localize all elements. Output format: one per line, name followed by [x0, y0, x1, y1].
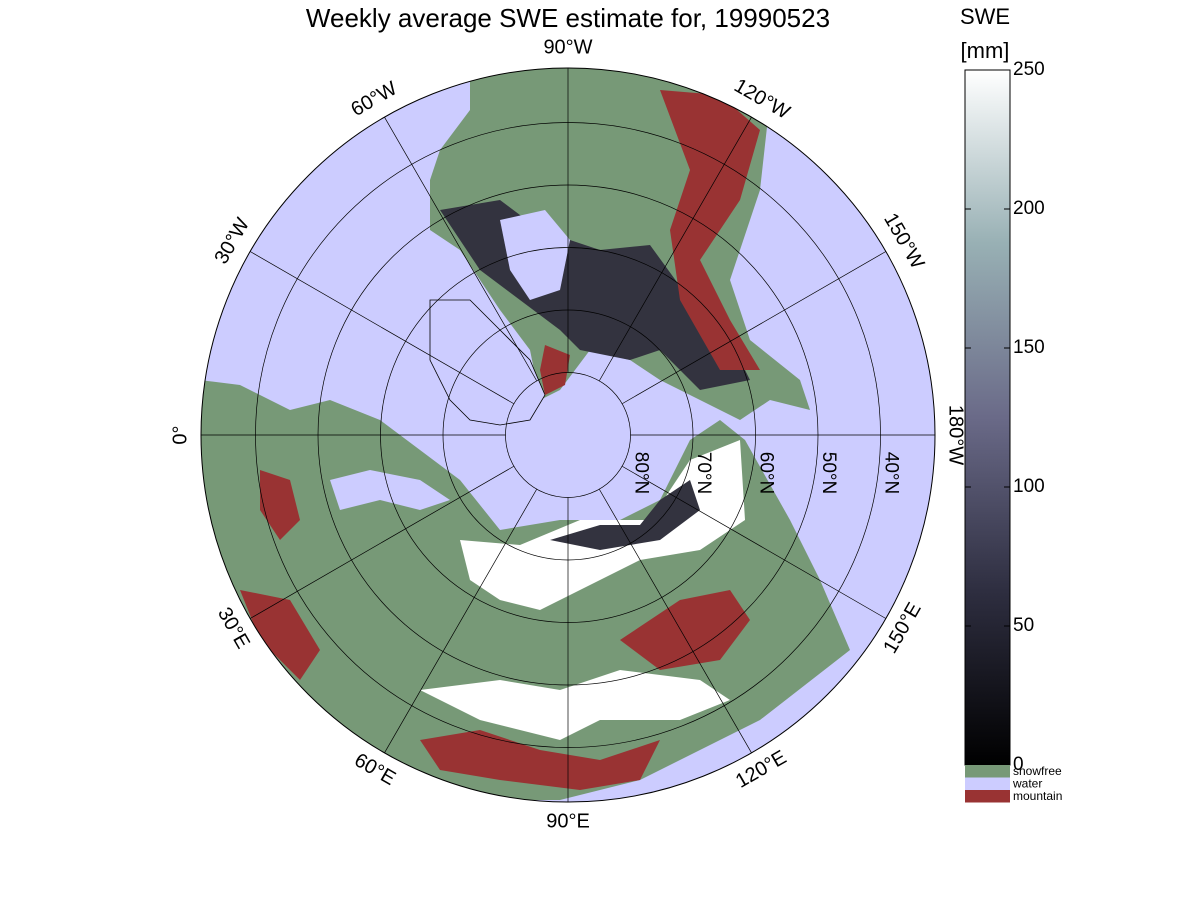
colorbar-tick-label: 200 — [1013, 198, 1045, 219]
meridian-line — [249, 465, 515, 619]
hudson-bay — [500, 210, 570, 300]
colorbar-unit: [mm] — [961, 38, 1010, 63]
east-asia-mountains — [620, 590, 750, 670]
latitude-label: 80°N — [630, 452, 651, 494]
legend-label: water — [1012, 777, 1042, 791]
polar-map — [200, 67, 936, 803]
latitude-label: 50°N — [818, 452, 839, 494]
rockies — [660, 90, 760, 370]
tibet-snow — [420, 670, 730, 740]
meridian-line — [598, 488, 752, 754]
meridian-label: 180°W — [945, 405, 967, 465]
colorbar-tick-label: 250 — [1013, 59, 1045, 80]
meridian-label: 90°E — [546, 810, 590, 832]
meridian-label: 90°W — [543, 36, 592, 58]
meridian-line — [621, 251, 887, 405]
legend-label: snowfree — [1013, 764, 1062, 778]
meridian-line — [621, 465, 887, 619]
meridian-line — [384, 488, 538, 754]
meridian-line — [598, 116, 752, 382]
colorbar-tick-label: 50 — [1013, 615, 1034, 636]
greenland — [429, 299, 546, 426]
legend-swatch — [965, 777, 1010, 790]
graticule — [201, 68, 935, 802]
colorbar-tick-label: 150 — [1013, 337, 1045, 358]
latitude-label: 70°N — [693, 452, 714, 494]
baltic — [330, 470, 450, 510]
colorbar-title: SWE — [960, 4, 1010, 29]
central-asia-mountains — [420, 730, 660, 790]
legend-label: mountain — [1013, 789, 1062, 803]
siberia-deep-snow — [550, 480, 700, 550]
meridian-label: 0° — [169, 425, 191, 444]
colorbar-tick-label: 100 — [1013, 476, 1045, 497]
scandinavian-mountains — [260, 470, 300, 540]
land — [201, 68, 850, 800]
meridian-line — [249, 251, 515, 405]
legend-swatch — [965, 790, 1010, 803]
meridian-line — [384, 116, 538, 382]
latitude-label: 40°N — [880, 452, 901, 494]
colorbar — [964, 69, 1011, 766]
colorbar-tick-label: 0 — [1013, 754, 1024, 775]
ellesmere — [540, 345, 570, 395]
legend-swatch — [965, 765, 1010, 778]
map-title: Weekly average SWE estimate for, 1999052… — [306, 3, 830, 33]
latitude-label: 60°N — [755, 452, 776, 494]
